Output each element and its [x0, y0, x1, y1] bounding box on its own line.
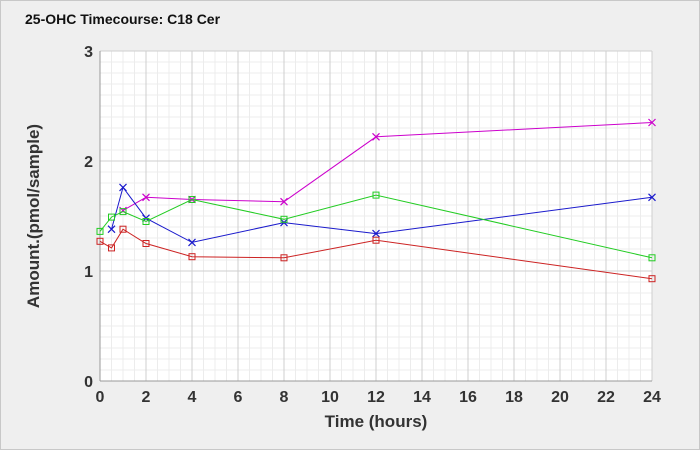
- data-point-marker: [280, 215, 288, 223]
- data-point-marker: [188, 253, 196, 261]
- axes: [99, 51, 652, 382]
- data-point-marker: [142, 218, 150, 225]
- data-point-marker: [280, 254, 288, 262]
- data-point-marker: [372, 236, 380, 244]
- series-group: [96, 118, 656, 283]
- data-point-marker: [648, 193, 656, 202]
- data-point-marker: [142, 193, 150, 202]
- x-tick-label: 4: [188, 389, 197, 406]
- y-axis-label: Amount.(pmol/sample): [24, 124, 43, 308]
- data-point-marker: [372, 191, 380, 199]
- data-point-marker: [96, 237, 104, 245]
- x-tick-label: 2: [142, 389, 151, 406]
- data-point-marker: [108, 213, 115, 221]
- x-tick-label: 0: [96, 389, 105, 406]
- x-tick-label: 8: [280, 389, 289, 406]
- x-axis-label: Time (hours): [325, 412, 428, 431]
- data-point-marker: [648, 118, 656, 127]
- data-point-marker: [119, 183, 127, 192]
- data-point-marker: [142, 240, 150, 247]
- y-tick-label: 0: [84, 374, 93, 391]
- series-line-2: [99, 194, 653, 259]
- data-point-marker: [188, 238, 196, 247]
- data-point-marker: [188, 196, 196, 203]
- data-point-marker: [108, 244, 115, 252]
- data-point-marker: [280, 197, 288, 206]
- x-tick-label: 18: [505, 389, 523, 406]
- series-line-0: [122, 122, 653, 211]
- x-tick-label: 22: [597, 389, 615, 406]
- x-tick-label: 12: [367, 389, 385, 406]
- data-point-marker: [96, 227, 104, 235]
- data-point-marker: [372, 229, 380, 238]
- chart-title: 25-OHC Timecourse: C18 Cer: [25, 11, 221, 27]
- y-tick-label: 2: [84, 154, 93, 171]
- data-point-marker: [648, 275, 656, 283]
- y-tick-label: 1: [84, 264, 93, 281]
- y-tick-label: 3: [84, 44, 93, 61]
- x-tick-label: 20: [551, 389, 569, 406]
- x-tick-label: 14: [413, 389, 431, 406]
- x-tick-label: 10: [321, 389, 339, 406]
- data-point-marker: [119, 208, 127, 216]
- data-point-marker: [107, 225, 116, 234]
- data-point-marker: [119, 225, 127, 233]
- x-tick-label: 16: [459, 389, 477, 406]
- x-tick-label: 6: [234, 389, 243, 406]
- data-point-marker: [648, 254, 656, 262]
- data-point-marker: [372, 132, 380, 141]
- x-tick-label: 24: [643, 389, 661, 406]
